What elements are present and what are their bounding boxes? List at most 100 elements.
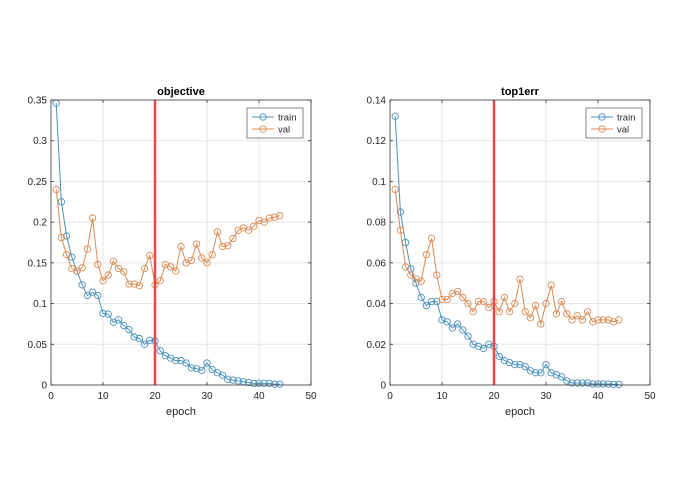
point-train [599,380,607,388]
point-val [172,267,180,275]
point-val [99,277,107,285]
point-val [589,318,597,326]
point-train [114,316,123,324]
point-val [198,254,206,262]
point-val [52,185,60,194]
point-train [250,379,258,388]
point-train [260,379,268,388]
point-val [531,301,540,310]
y-tick-label: 0.3 [33,136,47,147]
point-val [401,263,410,271]
point-train [130,333,138,341]
point-train [583,379,592,387]
y-tick-label: 0.14 [367,96,387,107]
legend-swatch-marker [598,125,606,133]
point-train [417,293,425,302]
point-val [563,310,571,318]
point-train [229,376,237,384]
point-train [448,324,457,332]
y-tick-label: 0.04 [367,299,387,310]
axes-box [389,99,651,386]
plot-area [390,100,650,385]
point-val [609,318,618,326]
point-val [250,222,258,230]
point-val [260,218,268,226]
y-tick-label: 0 [380,381,386,392]
point-val [187,256,196,265]
point-train [57,198,66,206]
point-train [265,379,274,388]
point-val [218,242,227,251]
x-tick-label: 40 [592,391,604,402]
point-train [526,367,535,375]
legend-box [246,107,304,139]
point-val [573,312,581,320]
legend-label: train [617,113,635,124]
point-train [547,369,555,377]
point-train [474,342,483,350]
point-val [229,234,237,243]
point-train [224,375,232,383]
y-tick-label: 0.08 [367,218,387,229]
point-train [469,340,477,348]
x-tick-label: 50 [644,391,656,402]
point-train [479,344,488,353]
point-val [427,234,436,243]
point-val [448,289,457,298]
point-train [615,380,623,389]
point-val [109,257,118,265]
point-train [552,371,561,379]
point-val [276,211,284,220]
point-val [78,264,86,272]
point-val [417,277,425,285]
legend-swatch-marker [259,125,267,133]
point-train [83,291,92,300]
x-tick-label: 50 [305,391,317,402]
point-train [609,380,618,389]
point-train [453,320,462,328]
point-val [557,297,566,306]
point-val [615,316,623,324]
point-val [599,316,607,324]
point-train [78,281,86,289]
y-tick-label: 0.1 [372,177,386,188]
x-tick-label: 10 [436,391,448,402]
point-val [265,214,274,222]
chart-0: 0 10 20 30 40 50 0 0.05 0.1 0.15 0.2 0.25 0.3 0.35 epo… [28,86,317,418]
legend-box [585,107,643,139]
point-val [433,271,441,279]
point-train [203,359,211,367]
x-tick-label: 0 [387,391,393,402]
point-val [422,251,431,259]
point-val [453,287,462,296]
point-train [140,340,149,348]
point-train [573,379,581,387]
point-val [140,264,149,273]
point-val [495,308,503,316]
point-train [557,373,566,381]
y-tick-label: 0.02 [367,340,387,351]
x-tick-label: 0 [48,391,54,402]
point-train [511,360,519,369]
point-val [125,280,133,288]
point-train [542,360,550,369]
point-train [182,359,190,367]
point-val [146,251,154,260]
point-val [537,320,545,328]
point-val [62,251,71,259]
point-val [407,271,415,279]
point-val [500,293,509,302]
point-train [156,347,164,355]
point-val [505,308,514,316]
point-train [99,309,107,317]
point-val [516,275,524,283]
chart-1: 0 10 20 30 40 50 0 0.02 0.04 0.06 0.08 0.1 0.12 0.14 e… [367,86,656,418]
y-tick-label: 0.1 [33,299,47,310]
point-train [516,360,524,369]
point-train [234,377,242,385]
x-axis-label: epoch [166,406,196,418]
point-val [83,245,92,253]
legend-label: train [278,113,296,124]
point-val [73,267,81,275]
